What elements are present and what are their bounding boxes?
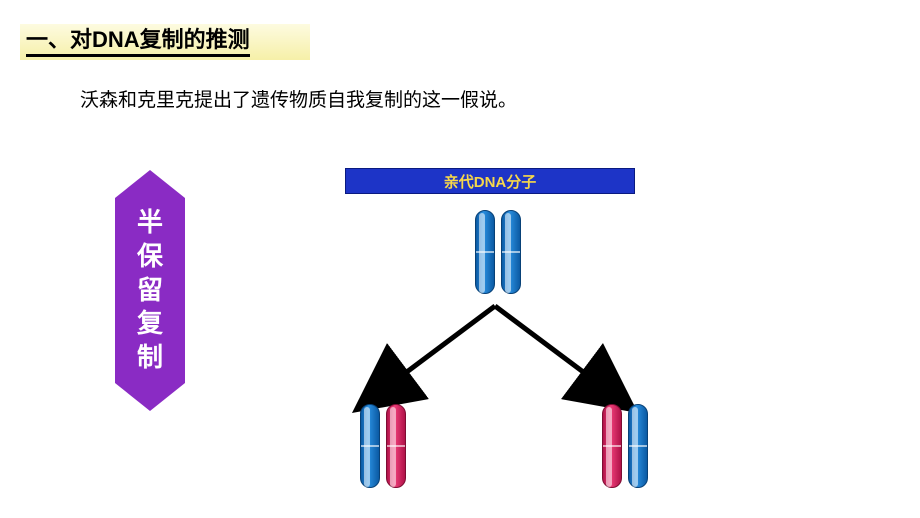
- highlight: [479, 213, 485, 293]
- gap: [502, 251, 520, 253]
- highlight: [606, 407, 612, 487]
- child2-strand-left: [602, 404, 622, 488]
- highlight: [632, 407, 638, 487]
- hexagon-banner: 半 保 留 复 制: [115, 170, 185, 411]
- hex-char-1: 保: [137, 240, 163, 274]
- hex-bottom-shape: [115, 383, 185, 411]
- gap: [603, 445, 621, 447]
- hex-body: 半 保 留 复 制: [115, 198, 185, 383]
- gap: [629, 445, 647, 447]
- highlight: [364, 407, 370, 487]
- split-arrows: [340, 296, 700, 416]
- child1-strand-left: [360, 404, 380, 488]
- parent-dna-label: 亲代DNA分子: [345, 168, 635, 194]
- hex-char-2: 留: [137, 274, 163, 308]
- hex-char-3: 复: [137, 307, 163, 341]
- gap: [476, 251, 494, 253]
- section-heading-bar: 一、对DNA复制的推测: [20, 24, 310, 60]
- gap: [387, 445, 405, 447]
- subtitle-text: 沃森和克里克提出了遗传物质自我复制的这一假说。: [80, 85, 517, 112]
- hex-char-4: 制: [137, 341, 163, 375]
- hex-char-0: 半: [137, 206, 163, 240]
- highlight: [390, 407, 396, 487]
- hex-top-shape: [115, 170, 185, 198]
- section-heading: 一、对DNA复制的推测: [26, 27, 250, 57]
- replication-diagram: [300, 196, 740, 506]
- parent-dna-label-text: 亲代DNA分子: [444, 171, 537, 192]
- child1-strand-right: [386, 404, 406, 488]
- parent-strand-right: [501, 210, 521, 294]
- parent-strand-left: [475, 210, 495, 294]
- highlight: [505, 213, 511, 293]
- gap: [361, 445, 379, 447]
- child2-strand-right: [628, 404, 648, 488]
